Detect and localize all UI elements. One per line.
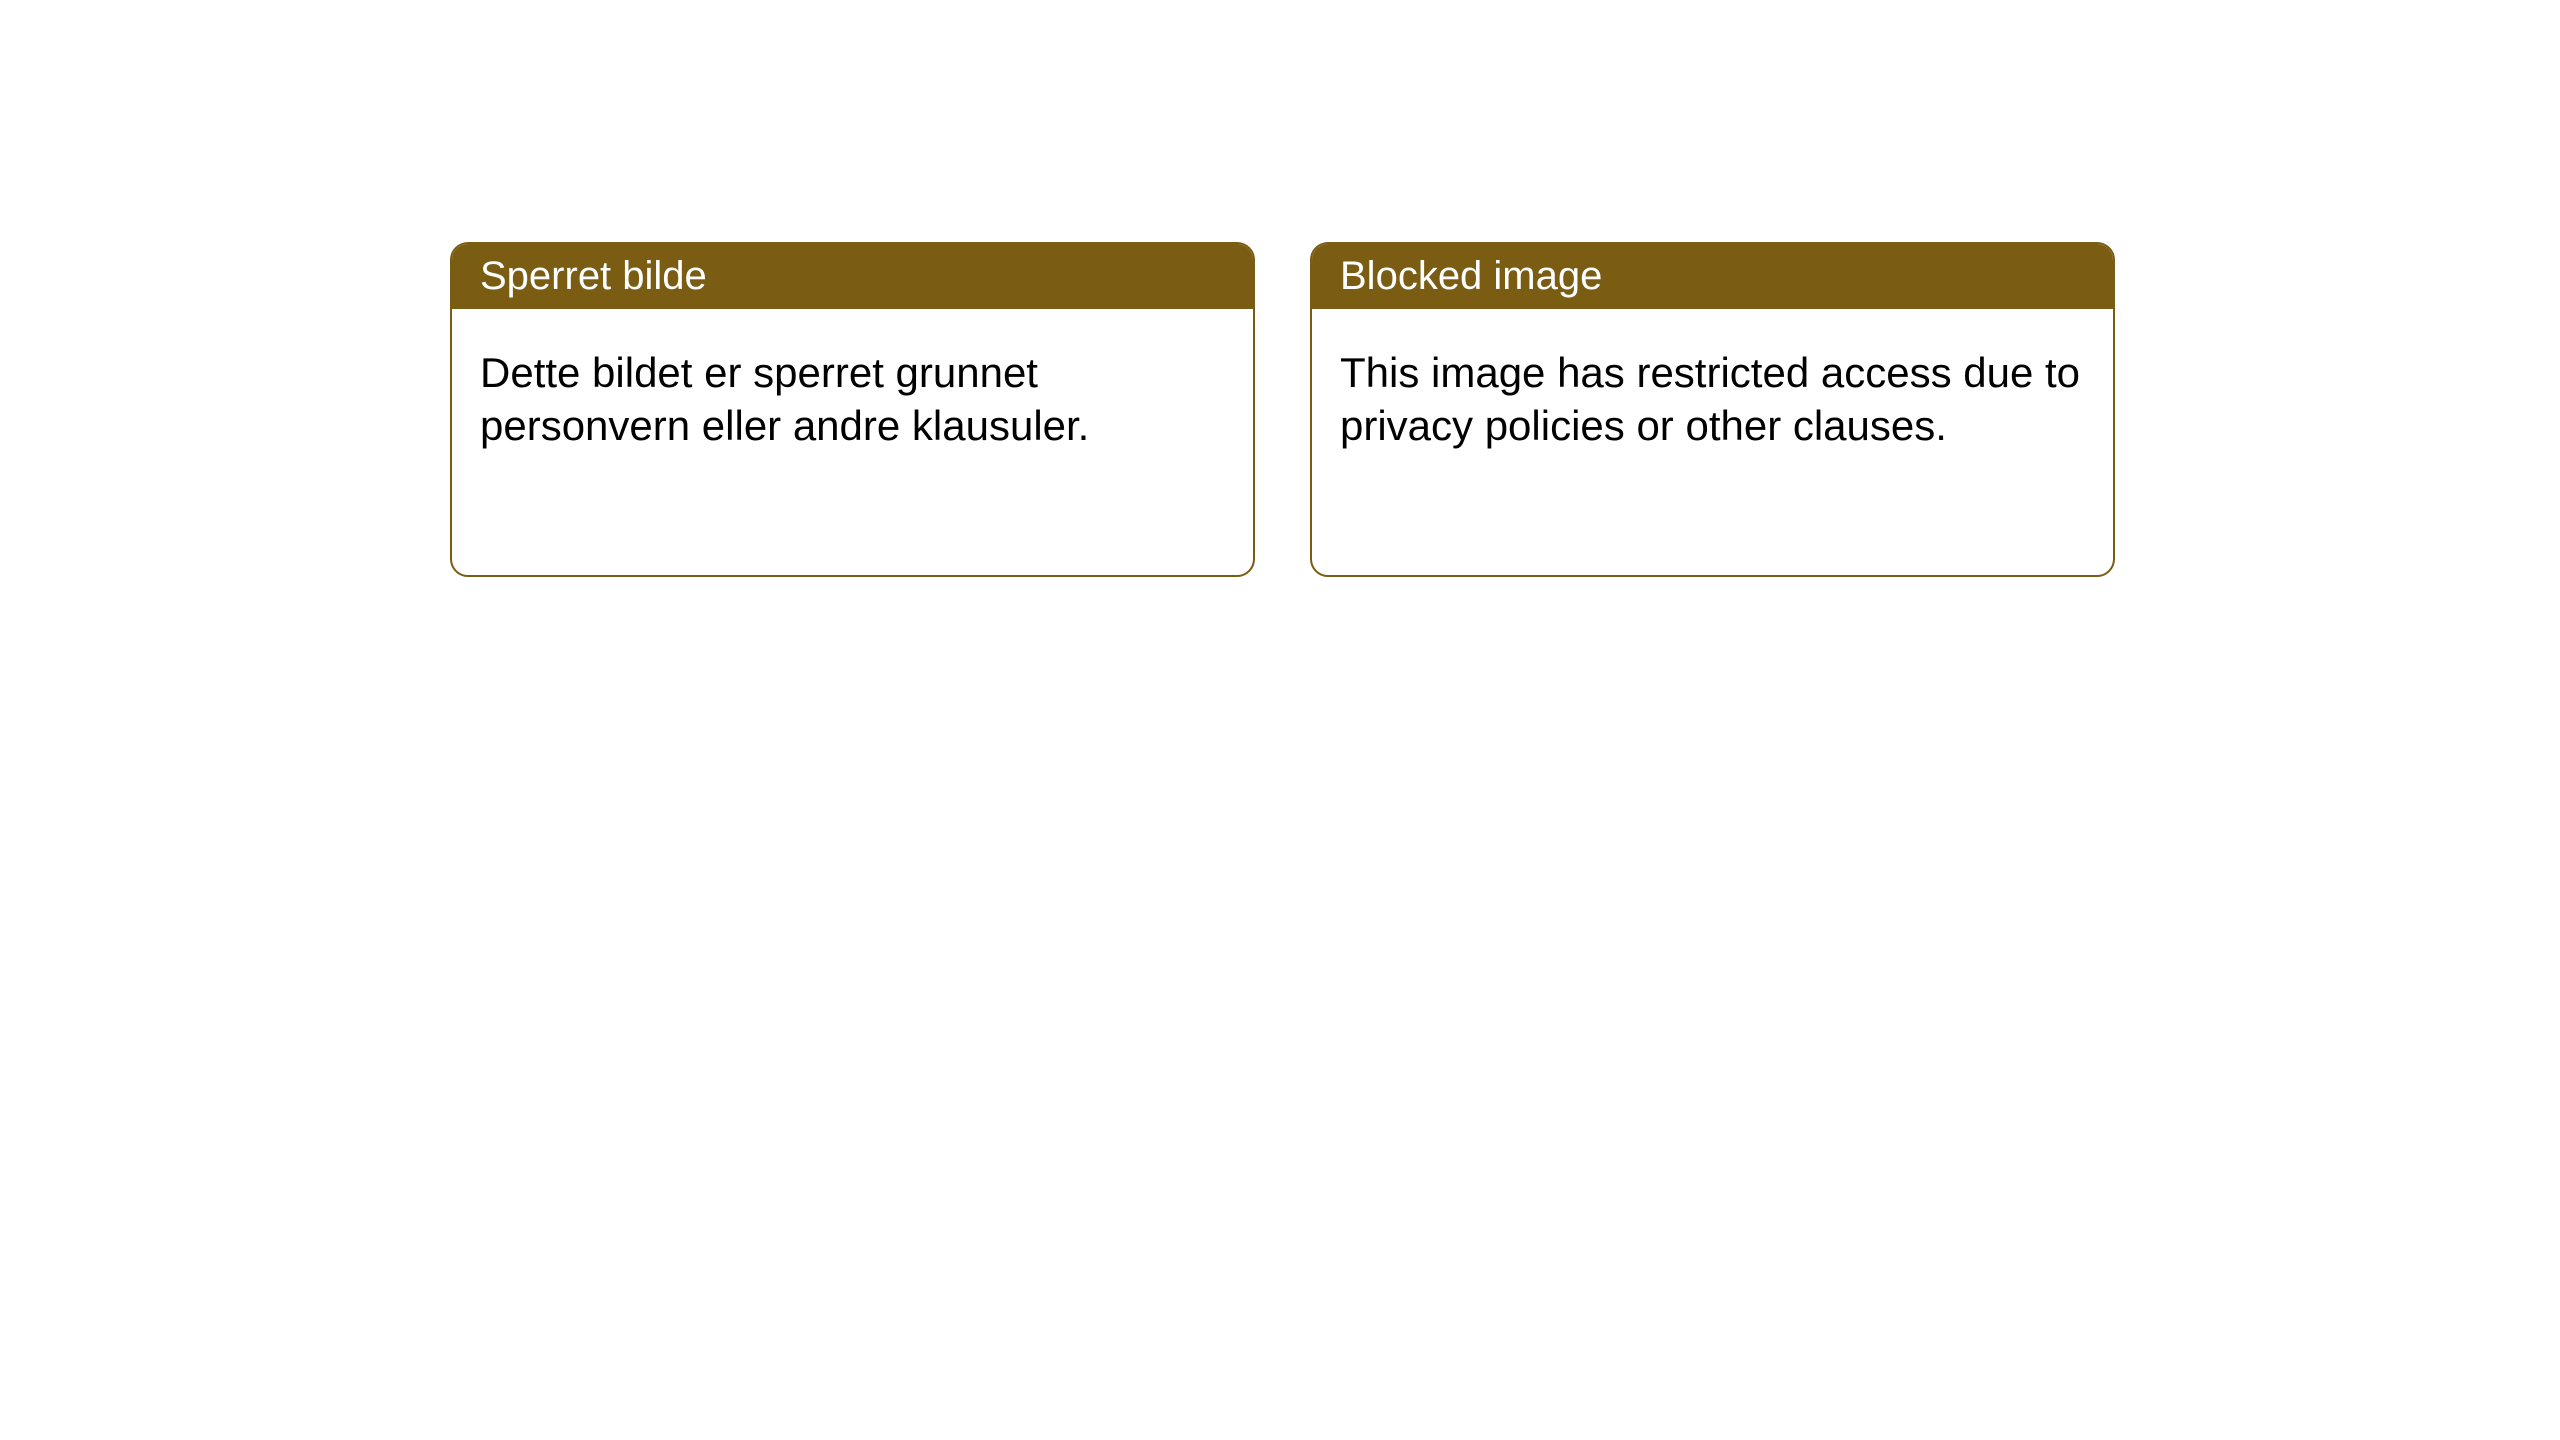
card-header: Sperret bilde bbox=[452, 244, 1253, 309]
card-body-text: Dette bildet er sperret grunnet personve… bbox=[480, 349, 1089, 449]
notice-container: Sperret bilde Dette bildet er sperret gr… bbox=[450, 242, 2115, 577]
notice-card-english: Blocked image This image has restricted … bbox=[1310, 242, 2115, 577]
card-body: Dette bildet er sperret grunnet personve… bbox=[452, 309, 1253, 490]
card-title: Blocked image bbox=[1340, 254, 1602, 298]
notice-card-norwegian: Sperret bilde Dette bildet er sperret gr… bbox=[450, 242, 1255, 577]
card-body-text: This image has restricted access due to … bbox=[1340, 349, 2080, 449]
card-header: Blocked image bbox=[1312, 244, 2113, 309]
card-title: Sperret bilde bbox=[480, 254, 707, 298]
card-body: This image has restricted access due to … bbox=[1312, 309, 2113, 490]
